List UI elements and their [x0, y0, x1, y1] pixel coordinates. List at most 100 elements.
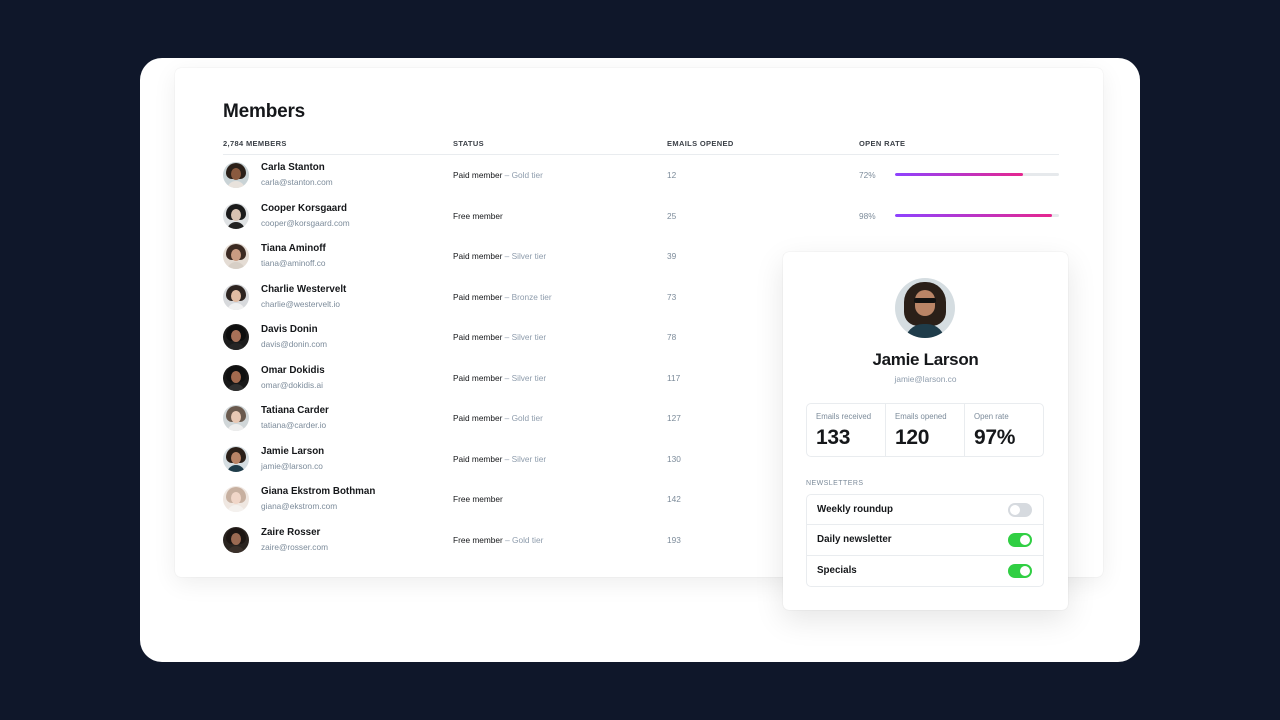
column-header-status[interactable]: STATUS — [453, 139, 484, 148]
member-email: tatiana@carder.io — [261, 420, 327, 430]
newsletters-heading: NEWSLETTERS — [806, 480, 864, 487]
newsletter-label: Daily newsletter — [817, 534, 892, 546]
member-email: omar@dokidis.ai — [261, 379, 323, 390]
status-label: Paid member — [453, 332, 503, 342]
status-label: Free member — [453, 494, 503, 504]
column-header-members[interactable]: 2,784 MEMBERS — [223, 139, 287, 148]
stat-emails-opened: Emails opened 120 — [886, 404, 965, 456]
status-label: Paid member — [453, 170, 503, 180]
newsletter-item: Weekly roundup — [807, 495, 1043, 526]
table-row[interactable]: Charlie Westervelt charlie@westervelt.io… — [223, 277, 1059, 318]
avatar — [223, 526, 249, 553]
avatar — [223, 486, 249, 512]
member-name: Tatiana Carder — [261, 405, 329, 416]
stat-value: 120 — [895, 426, 930, 449]
emails-opened-value: 12 — [667, 170, 677, 180]
member-email: charlie@westervelt.io — [261, 298, 340, 309]
emails-opened-value: 117 — [667, 372, 681, 383]
member-status: Paid member – Bronze tier — [453, 292, 552, 302]
member-name: Giana Ekstrom Bothman — [261, 486, 376, 497]
member-profile-card: Jamie Larson jamie@larson.co Emails rece… — [783, 252, 1068, 610]
member-status: Paid member – Silver tier — [453, 251, 546, 261]
avatar — [223, 202, 249, 229]
member-name: Cooper Korsgaard — [261, 202, 348, 214]
member-status: Paid member – Silver tier — [453, 332, 546, 342]
member-email: zaire@rosser.com — [261, 541, 328, 552]
status-tier: – Silver tier — [502, 372, 547, 383]
emails-opened-value: 127 — [667, 413, 681, 423]
status-tier: – Gold tier — [502, 534, 544, 545]
member-email: giana@ekstrom.com — [261, 501, 338, 511]
open-rate-bar-fill — [895, 173, 1023, 176]
emails-opened-value: 78 — [667, 332, 677, 342]
member-name: Omar Dokidis — [261, 364, 325, 376]
toggle-knob — [1020, 535, 1030, 546]
column-header-open-rate[interactable]: OPEN RATE — [859, 139, 906, 148]
column-header-emails-opened[interactable]: EMAILS OPENED — [667, 139, 734, 148]
table-row[interactable]: Tiana Aminoff tiana@aminoff.co Paid memb… — [223, 236, 1059, 277]
toggle-knob — [1020, 565, 1030, 576]
member-status: Free member — [453, 211, 503, 221]
member-name: Davis Donin — [261, 324, 318, 335]
table-row[interactable]: Zaire Rosser zaire@rosser.com Free membe… — [223, 520, 1059, 561]
table-header: 2,784 MEMBERS STATUS EMAILS OPENED OPEN … — [223, 139, 1059, 155]
newsletters-list: Weekly roundup Daily newsletter Specials — [806, 494, 1044, 587]
stat-label: Emails received — [816, 412, 872, 421]
status-label: Free member — [453, 210, 503, 221]
open-rate-bar — [895, 213, 1059, 217]
status-tier: – Silver tier — [502, 453, 547, 464]
newsletter-item: Daily newsletter — [807, 525, 1043, 556]
open-rate-bar-fill — [895, 213, 1053, 217]
status-label: Paid member — [453, 453, 503, 464]
status-tier: – Silver tier — [502, 332, 547, 342]
table-row[interactable]: Omar Dokidis omar@dokidis.ai Paid member… — [223, 358, 1059, 399]
emails-opened-value: 25 — [667, 210, 677, 221]
stat-value: 97% — [974, 426, 1016, 449]
avatar — [223, 162, 249, 188]
stat-label: Emails opened — [895, 412, 947, 421]
status-label: Paid member — [453, 291, 503, 302]
profile-name: Jamie Larson — [872, 350, 979, 369]
member-email: davis@donin.com — [261, 339, 328, 349]
member-status: Free member — [453, 494, 503, 504]
open-rate-value: 98% — [859, 210, 876, 221]
stat-emails-received: Emails received 133 — [807, 404, 886, 456]
profile-avatar — [895, 278, 955, 338]
page-title: Members — [223, 101, 306, 122]
member-name: Carla Stanton — [261, 162, 325, 173]
member-email: tiana@aminoff.co — [261, 258, 326, 268]
status-label: Paid member — [453, 372, 503, 383]
avatar — [223, 364, 249, 391]
newsletter-label: Specials — [817, 564, 857, 576]
table-row[interactable]: Jamie Larson jamie@larson.co Paid member… — [223, 439, 1059, 480]
emails-opened-value: 193 — [667, 534, 681, 545]
table-row[interactable]: Carla Stanton carla@stanton.com Paid mem… — [223, 155, 1059, 196]
member-status: Free member – Gold tier — [453, 535, 543, 545]
table-row[interactable]: Giana Ekstrom Bothman giana@ekstrom.com … — [223, 479, 1059, 520]
member-name: Tiana Aminoff — [261, 243, 326, 254]
open-rate-bar — [895, 173, 1059, 176]
member-email: cooper@korsgaard.com — [261, 217, 350, 228]
status-label: Free member — [453, 534, 503, 545]
table-row[interactable]: Tatiana Carder tatiana@carder.io Paid me… — [223, 398, 1059, 439]
profile-email: jamie@larson.co — [894, 374, 957, 384]
newsletter-toggle[interactable] — [1008, 563, 1032, 578]
profile-stats: Emails received 133 Emails opened 120 Op… — [806, 403, 1044, 457]
emails-opened-value: 142 — [667, 494, 681, 504]
stat-open-rate: Open rate 97% — [965, 404, 1043, 456]
stat-value: 133 — [816, 426, 851, 449]
newsletter-toggle[interactable] — [1008, 503, 1032, 517]
member-email: jamie@larson.co — [261, 460, 323, 471]
member-name: Charlie Westervelt — [261, 283, 347, 295]
open-rate-value: 72% — [859, 170, 876, 180]
status-label: Paid member — [453, 413, 503, 423]
avatar — [223, 445, 249, 472]
member-status: Paid member – Silver tier — [453, 373, 546, 383]
toggle-knob — [1010, 505, 1020, 515]
member-name: Jamie Larson — [261, 445, 325, 457]
stat-label: Open rate — [974, 412, 1009, 421]
newsletter-toggle[interactable] — [1008, 533, 1032, 548]
table-row[interactable]: Cooper Korsgaard cooper@korsgaard.com Fr… — [223, 196, 1059, 237]
members-list: Carla Stanton carla@stanton.com Paid mem… — [223, 155, 1059, 560]
table-row[interactable]: Davis Donin davis@donin.com Paid member … — [223, 317, 1059, 358]
